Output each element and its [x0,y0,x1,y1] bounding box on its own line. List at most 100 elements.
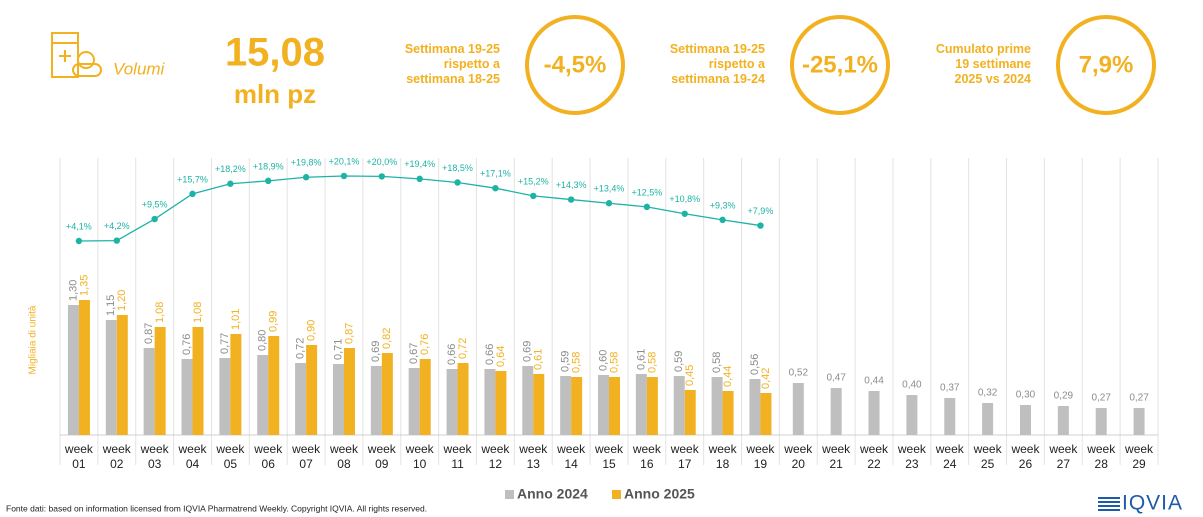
bar [1095,408,1107,435]
bar [219,358,231,435]
bar [370,366,382,435]
bar [635,374,647,435]
value-label: 0,30 [1016,390,1036,401]
value-label: 0,45 [684,365,696,386]
growth-label: +10,8% [669,194,700,204]
value-label: 0,61 [635,349,647,370]
bar [1057,406,1069,435]
growth-label: +17,1% [480,169,511,179]
growth-label: +19,8% [291,158,322,168]
bar [722,391,734,435]
kpi-circle [525,15,625,115]
value-label: 0,58 [646,352,658,373]
value-label: 0,44 [722,366,734,387]
bar [749,379,761,435]
growth-label: +13,4% [594,184,625,194]
growth-line [78,175,761,242]
growth-label: +15,2% [518,176,549,186]
growth-point [302,174,310,181]
x-tick-label: week 19 [746,442,775,471]
x-tick-label: week 14 [557,442,586,471]
value-label: 0,59 [560,351,572,372]
value-label: 0,80 [257,330,269,351]
x-tick-label: week 23 [897,442,926,471]
growth-point [378,173,386,180]
legend-swatch [505,490,514,499]
value-label: 0,71 [332,339,344,360]
kpi-label-line: settimana 19-24 [671,72,765,86]
bar [1133,408,1145,435]
bar [381,353,393,435]
bar [571,377,583,435]
bar [457,363,469,435]
bar [116,315,128,435]
growth-label: +19,4% [404,159,435,169]
growth-point [605,200,613,207]
kpi-label-line: rispetto a [708,57,765,71]
bar [1019,405,1031,435]
value-label: 0,76 [181,334,193,355]
x-tick-label: week 09 [367,442,396,471]
growth-point [681,210,688,217]
value-label: 1,08 [192,302,204,323]
kpi-label: Cumulato prime 19 settimane 2025 vs 2024 [891,42,1031,87]
growth-point [151,215,158,223]
header-value: 15,08 [225,31,325,75]
value-label: 0,58 [571,352,583,373]
source-note: Fonte dati: based on information license… [6,503,427,513]
growth-point [567,196,575,203]
bar [760,393,772,435]
bar [67,305,79,435]
growth-point [265,177,272,185]
kpi-circle [790,15,890,115]
x-tick-label: week 26 [1011,442,1040,471]
value-label: 0,66 [484,344,496,365]
bar [792,383,804,435]
x-tick-label: week 16 [632,442,661,471]
growth-point [416,175,423,183]
x-tick-label: week 11 [443,442,472,471]
value-label: 1,35 [78,275,90,296]
kpi-circle [1056,15,1156,115]
bar [192,327,204,435]
bar [143,348,155,435]
kpi-label-line: rispetto a [443,57,500,71]
x-tick-label: week 25 [973,442,1002,471]
bar [944,398,956,435]
growth-label: +9,5% [142,199,168,209]
value-label: 0,58 [608,352,620,373]
x-tick-label: week 02 [102,442,131,471]
x-tick-label: week 03 [140,442,169,471]
bar [711,377,723,435]
growth-point [757,222,764,229]
value-label: 1,15 [105,295,117,316]
kpi-label-line: Settimana 19-25 [404,42,500,56]
value-label: 0,64 [495,346,507,367]
bar [419,359,431,435]
value-label: 0,58 [711,352,723,373]
value-label: 0,56 [749,354,761,375]
bar [830,388,842,435]
value-label: 1,30 [67,280,79,301]
value-label: 0,32 [978,388,998,399]
logo: IQVIA [1122,492,1183,515]
bar [484,369,496,435]
x-tick-label: week 08 [329,442,358,471]
growth-point [492,184,499,192]
x-tick-label: week 27 [1049,442,1078,471]
bar [105,320,117,435]
growth-label: +4,1% [66,221,92,231]
x-tick-label: week 21 [822,442,851,471]
bar [560,376,572,435]
bar [533,374,545,435]
value-label: 0,77 [219,333,231,354]
value-label: 0,27 [1091,393,1111,404]
growth-label: +20,0% [366,157,397,167]
growth-point [340,172,348,180]
bar [982,403,994,435]
growth-label: +15,7% [177,174,208,184]
value-label: 0,66 [446,344,458,365]
value-label: 0,87 [343,323,355,344]
